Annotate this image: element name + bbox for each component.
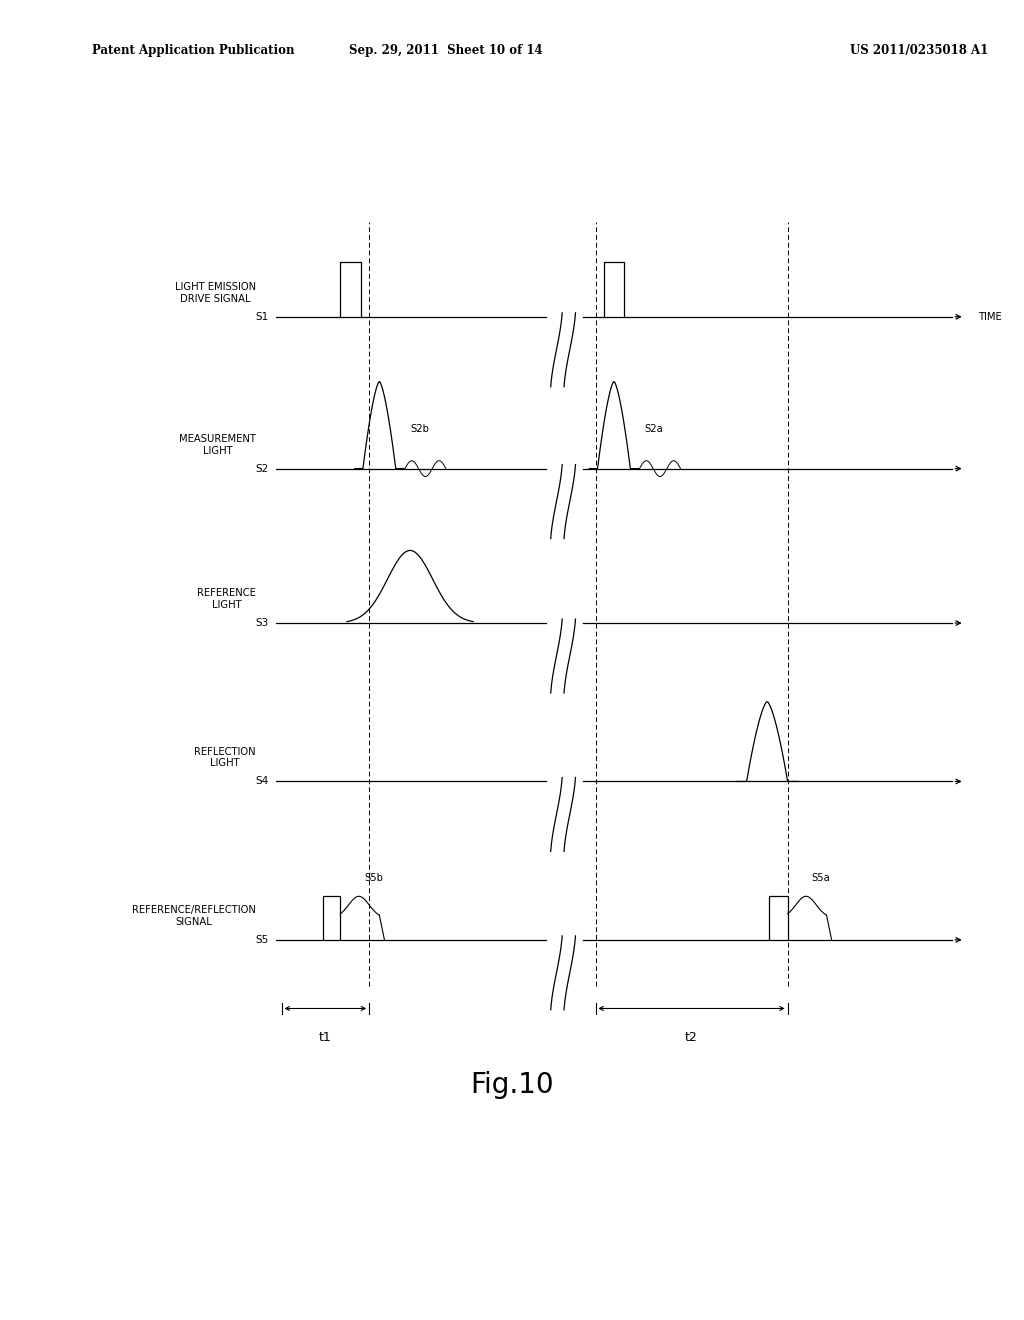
Text: REFLECTION
LIGHT: REFLECTION LIGHT xyxy=(195,747,256,768)
Text: S5: S5 xyxy=(255,935,268,945)
Text: S2: S2 xyxy=(255,463,268,474)
Text: Patent Application Publication: Patent Application Publication xyxy=(92,44,295,57)
Text: US 2011/0235018 A1: US 2011/0235018 A1 xyxy=(850,44,988,57)
Text: LIGHT EMISSION
DRIVE SIGNAL: LIGHT EMISSION DRIVE SIGNAL xyxy=(175,282,256,304)
Text: S5b: S5b xyxy=(364,873,383,883)
Text: S4: S4 xyxy=(255,776,268,787)
Text: Fig.10: Fig.10 xyxy=(470,1071,554,1100)
Text: S2a: S2a xyxy=(645,425,664,434)
Text: TIME: TIME xyxy=(978,312,1001,322)
Text: REFERENCE/REFLECTION
SIGNAL: REFERENCE/REFLECTION SIGNAL xyxy=(132,906,256,927)
Text: S1: S1 xyxy=(255,312,268,322)
Text: MEASUREMENT
LIGHT: MEASUREMENT LIGHT xyxy=(179,434,256,455)
Text: REFERENCE
LIGHT: REFERENCE LIGHT xyxy=(198,589,256,610)
Text: t2: t2 xyxy=(685,1031,698,1044)
Text: S2b: S2b xyxy=(410,425,429,434)
Text: Sep. 29, 2011  Sheet 10 of 14: Sep. 29, 2011 Sheet 10 of 14 xyxy=(348,44,543,57)
Text: S3: S3 xyxy=(255,618,268,628)
Text: S5a: S5a xyxy=(811,873,829,883)
Text: t1: t1 xyxy=(318,1031,332,1044)
